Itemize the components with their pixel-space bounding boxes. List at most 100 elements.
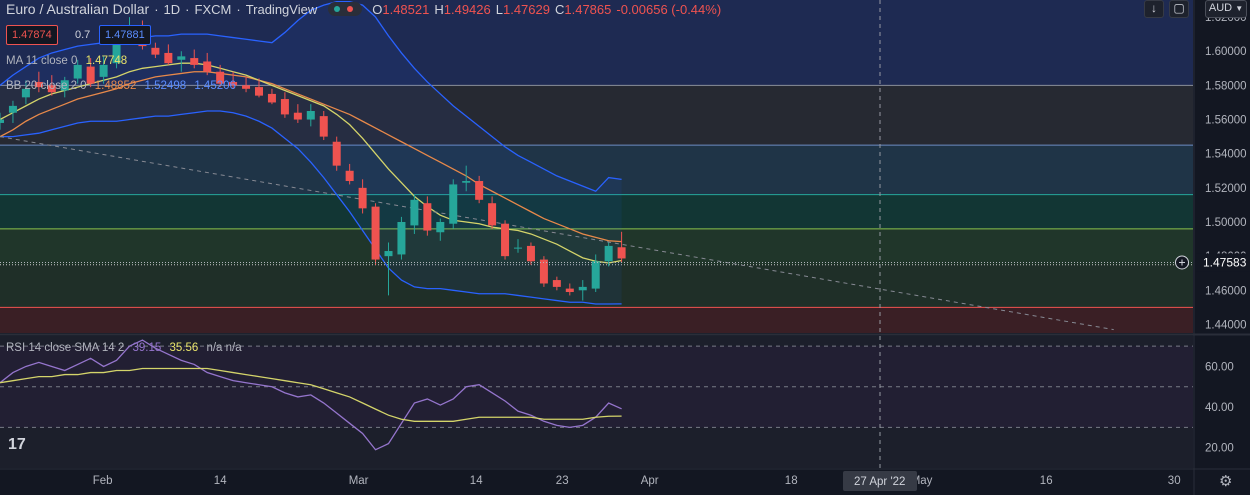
candle-body [8, 105, 17, 113]
price-tick-label: 1.44000 [1205, 319, 1247, 331]
platform-label: TradingView [245, 1, 318, 17]
crosshair-date-label: 27 Apr '22 [854, 476, 905, 488]
candle-body [384, 251, 393, 257]
candle-body [242, 85, 251, 89]
interval-label[interactable]: 1D [163, 1, 181, 17]
close-label: C [554, 1, 565, 17]
rsi-sma-line [0, 367, 622, 422]
symbol-name[interactable]: Euro / Australian Dollar [6, 1, 150, 17]
price-tick-label: 1.50000 [1205, 217, 1247, 229]
candle-body [306, 111, 315, 120]
bb-legend: BB 20 close 2 0 1.48852 1.52498 1.45206 [6, 80, 241, 92]
bb-basis-line [0, 71, 622, 243]
rsi-value: 39.15 [132, 342, 162, 354]
bb-label[interactable]: BB 20 close 2 0 [6, 80, 87, 92]
candle-body [578, 286, 587, 291]
candle-body [475, 181, 484, 200]
time-tick-label: Apr [641, 475, 659, 487]
zone-band [0, 194, 1193, 229]
time-tick-label: Feb [93, 475, 113, 487]
candle-body [617, 247, 626, 259]
bb-upper-value: 1.52498 [144, 80, 187, 92]
candle-body [358, 187, 367, 209]
candle-body [501, 223, 510, 257]
spread-value: 0.7 [75, 29, 91, 41]
currency-selector[interactable]: AUD ▼ [1205, 0, 1247, 18]
candle-body [151, 47, 160, 55]
candle-body [34, 81, 43, 88]
candle-body [604, 245, 613, 262]
time-tick-label: 30 [1168, 475, 1181, 487]
price-tick-label: 1.54000 [1205, 149, 1247, 161]
ma-legend: MA 11 close 0 1.47748 [6, 55, 132, 67]
legend-row: Euro / Australian Dollar · 1D · FXCM · T… [0, 0, 726, 18]
separator: · [236, 1, 241, 17]
low-value: 1.47629 [502, 1, 550, 17]
candle-body [449, 184, 458, 224]
candle-body [112, 44, 121, 64]
candle-body [552, 280, 561, 287]
tradingview-logo-icon: 17 [8, 436, 26, 453]
settings-gear-icon: ⚙ [1219, 473, 1232, 490]
last-price-tag-bg [1196, 253, 1250, 272]
candle-body [565, 288, 574, 293]
time-tick-label: 14 [214, 475, 227, 487]
candle-body [99, 64, 108, 77]
ma-label[interactable]: MA 11 close 0 [6, 55, 78, 67]
candle-body [591, 261, 600, 289]
rsi-extra-value: n/a n/a [206, 342, 242, 354]
zone-band [0, 85, 1193, 146]
candle-body [526, 245, 535, 262]
bb-lower-value: 1.45206 [194, 80, 236, 92]
arrow-down-icon: ↓ [1151, 1, 1157, 15]
last-price-label: 1.47583 [1203, 255, 1247, 269]
candle-body [345, 170, 354, 182]
zone-band [0, 307, 1193, 333]
candle-body [423, 203, 432, 231]
rsi-label[interactable]: RSI 14 close SMA 14 2 [6, 342, 125, 354]
time-tick-label: 18 [785, 475, 798, 487]
time-tick-label: Mar [349, 475, 369, 487]
bid-button[interactable]: 1.47874 [6, 25, 58, 45]
download-button[interactable]: ↓ [1144, 0, 1164, 18]
candle-body [332, 141, 341, 166]
high-label: H [434, 1, 444, 17]
high-value: 1.49426 [443, 1, 491, 17]
time-tick-label: 23 [556, 475, 569, 487]
chevron-down-icon: ▼ [1235, 4, 1244, 13]
candle-body [436, 222, 445, 233]
ma-value: 1.47748 [85, 55, 128, 67]
separator: · [154, 1, 159, 17]
candle-body [21, 88, 30, 98]
candle-body [216, 71, 225, 84]
bb-lower-line [0, 110, 622, 305]
rsi-tick-label: 20.00 [1205, 443, 1234, 455]
market-status-icon[interactable] [328, 2, 363, 16]
ask-button[interactable]: 1.47881 [99, 25, 151, 45]
rsi-tick-label: 60.00 [1205, 361, 1234, 373]
price-tick-label: 1.58000 [1205, 80, 1247, 92]
candle-body [267, 93, 276, 103]
open-label: O [372, 1, 383, 17]
source-label: FXCM [194, 1, 232, 17]
candle-body [488, 203, 497, 226]
candle-body [410, 199, 419, 226]
separator: · [185, 1, 190, 17]
fullscreen-icon: ▢ [1173, 1, 1185, 15]
time-tick-label: 14 [470, 475, 483, 487]
candle-body [190, 58, 199, 65]
candle-body [86, 66, 95, 84]
zone-band [0, 228, 1193, 265]
open-value: 1.48521 [382, 1, 430, 17]
candle-body [514, 247, 522, 249]
fullscreen-button[interactable]: ▢ [1169, 0, 1189, 18]
close-value: 1.47865 [564, 1, 612, 17]
candle-body [47, 85, 56, 93]
candle-body [371, 206, 380, 260]
candle-body [462, 181, 471, 183]
low-label: L [495, 1, 503, 17]
price-tick-label: 1.56000 [1205, 115, 1247, 127]
candle-body [164, 52, 173, 64]
